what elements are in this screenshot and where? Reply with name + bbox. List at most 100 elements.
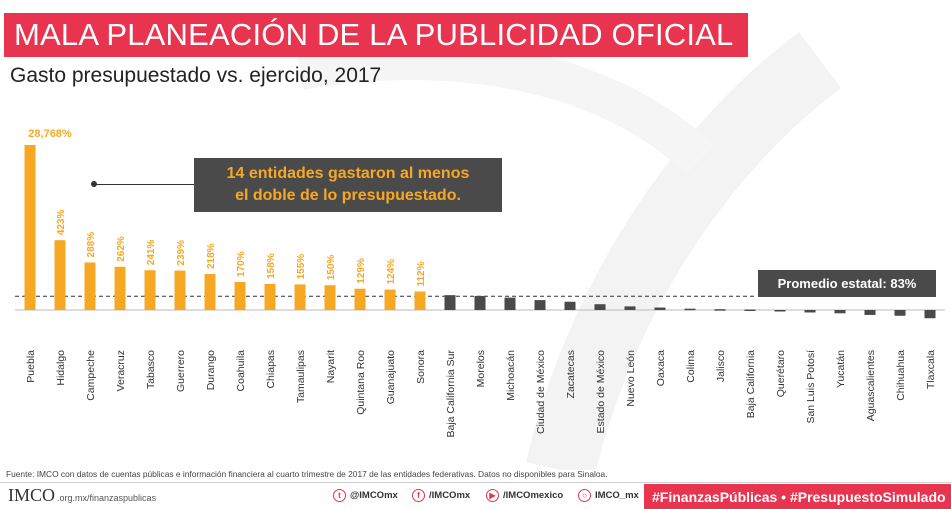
facebook-link[interactable]: f /IMCOmx <box>412 489 470 502</box>
category-label: Quintana Roo <box>355 350 367 415</box>
bar-jalisco <box>714 309 726 311</box>
data-label: 241% <box>146 240 157 266</box>
category-label: Aguascalientes <box>865 350 877 421</box>
data-label: 218% <box>206 243 217 269</box>
category-label: Tlaxcala <box>925 350 937 389</box>
data-label: 150% <box>326 255 337 281</box>
callout-line-2: el doble de lo presupuestado. <box>235 187 461 204</box>
category-label: Estado de México <box>595 350 607 434</box>
data-label: 129% <box>356 258 367 284</box>
data-label: 124% <box>386 259 397 285</box>
category-label: San Luis Potosí <box>805 350 817 424</box>
bar-chart: 28,768% Puebla 423% Hidalgo 288% Campeche 262%… <box>15 128 945 438</box>
category-label: Chiapas <box>265 350 277 389</box>
bar-michoac-n <box>504 297 516 310</box>
category-label: Sonora <box>415 350 427 384</box>
category-label: Nuevo León <box>625 350 637 407</box>
bar-chiapas <box>264 283 276 310</box>
youtube-handle: /IMCOmexico <box>503 490 564 501</box>
category-label: Tamaulipas <box>295 350 307 403</box>
youtube-link[interactable]: ▶ /IMCOmexico <box>486 489 563 502</box>
data-label: 170% <box>236 251 247 277</box>
category-label: Chihuahua <box>895 350 907 401</box>
instagram-icon: ○ <box>578 489 591 502</box>
bar-sonora <box>414 291 426 310</box>
category-label: Nayarit <box>325 350 337 383</box>
category-label: Hidalgo <box>55 350 67 386</box>
data-label: 158% <box>266 253 277 279</box>
source-note: Fuente: IMCO con datos de cuentas públic… <box>6 469 608 479</box>
hashtag-banner: #FinanzasPúblicas • #PresupuestoSimulado <box>644 484 951 509</box>
bar-zacatecas <box>564 301 576 310</box>
bar-san-luis-potos- <box>804 310 816 313</box>
callout-line-1: 14 entidades gastaron al menos <box>226 165 470 182</box>
twitter-link[interactable]: t @IMCOmx <box>333 489 398 502</box>
data-label: 239% <box>176 240 187 266</box>
bar-colima <box>684 308 696 311</box>
category-label: Zacatecas <box>565 350 577 398</box>
bar-coahuila <box>234 281 246 310</box>
instagram-handle: IMCO_mx <box>595 490 639 501</box>
bar-estado-de-m-xico <box>594 304 606 310</box>
callout-pointer-line <box>95 184 194 185</box>
logo-text: IMCO <box>8 485 56 505</box>
bar-guanajuato <box>384 289 396 310</box>
data-label: 155% <box>296 254 307 280</box>
facebook-icon: f <box>412 489 425 502</box>
average-label-box: Promedio estatal: 83% <box>758 270 936 297</box>
bar-durango <box>204 274 216 310</box>
category-label: Baja California Sur <box>445 350 457 438</box>
category-label: Jalisco <box>715 350 727 382</box>
footer: IMCO .org.mx/finanzaspublicas t @IMCOmx f… <box>0 484 951 509</box>
twitter-handle: @IMCOmx <box>350 490 398 501</box>
category-label: Michoacán <box>505 350 517 401</box>
bar-nuevo-le-n <box>624 306 636 310</box>
logo-url[interactable]: .org.mx/finanzaspublicas <box>57 493 157 503</box>
title-banner: MALA PLANEACIÓN DE LA PUBLICIDAD OFICIAL <box>4 13 748 57</box>
category-label: Tabasco <box>145 350 157 389</box>
bar-campeche <box>84 262 96 310</box>
bar-baja-california <box>744 309 756 312</box>
category-label: Guanajuato <box>385 350 397 404</box>
category-label: Coahuila <box>235 350 247 392</box>
footer-divider <box>0 482 951 483</box>
bar-tabasco <box>144 270 156 310</box>
youtube-icon: ▶ <box>486 489 499 502</box>
imco-logo: IMCO .org.mx/finanzaspublicas <box>8 485 156 506</box>
data-label: 28,768% <box>28 128 72 140</box>
bar-guerrero <box>174 270 186 310</box>
page-title: MALA PLANEACIÓN DE LA PUBLICIDAD OFICIAL <box>14 17 734 52</box>
chart-subtitle: Gasto presupuestado vs. ejercido, 2017 <box>10 64 382 87</box>
bar-aguascalientes <box>864 310 876 315</box>
bar-baja-california-sur <box>444 295 456 310</box>
bar-veracruz <box>114 266 126 310</box>
category-label: Morelos <box>475 350 487 387</box>
data-label: 112% <box>416 261 427 286</box>
bar-morelos <box>474 295 486 310</box>
category-label: Oaxaca <box>655 350 667 386</box>
data-label: 288% <box>86 232 97 258</box>
category-label: Colima <box>685 350 697 383</box>
bar-ciudad-de-m-xico <box>534 300 546 310</box>
category-label: Veracruz <box>115 350 127 391</box>
bar-hidalgo <box>54 240 66 310</box>
bar-quintana-roo <box>354 288 366 310</box>
facebook-handle: /IMCOmx <box>429 490 471 501</box>
bar-oaxaca <box>654 307 666 310</box>
data-label: 262% <box>116 236 127 262</box>
bar-quer-taro <box>774 310 786 312</box>
category-label: Campeche <box>85 350 97 401</box>
instagram-link[interactable]: ○ IMCO_mx <box>578 489 639 502</box>
bar-nayarit <box>324 285 336 310</box>
bar-tamaulipas <box>294 284 306 310</box>
category-label: Guerrero <box>175 350 187 392</box>
category-label: Baja California <box>745 350 757 418</box>
bar-chihuahua <box>894 310 906 316</box>
data-label: 423% <box>56 210 67 236</box>
category-label: Ciudad de México <box>535 350 547 434</box>
category-label: Durango <box>205 350 217 390</box>
bar-tlaxcala <box>924 310 936 319</box>
category-label: Puebla <box>25 350 37 383</box>
bar-yucat-n <box>834 310 846 314</box>
category-label: Yucatán <box>835 350 847 388</box>
